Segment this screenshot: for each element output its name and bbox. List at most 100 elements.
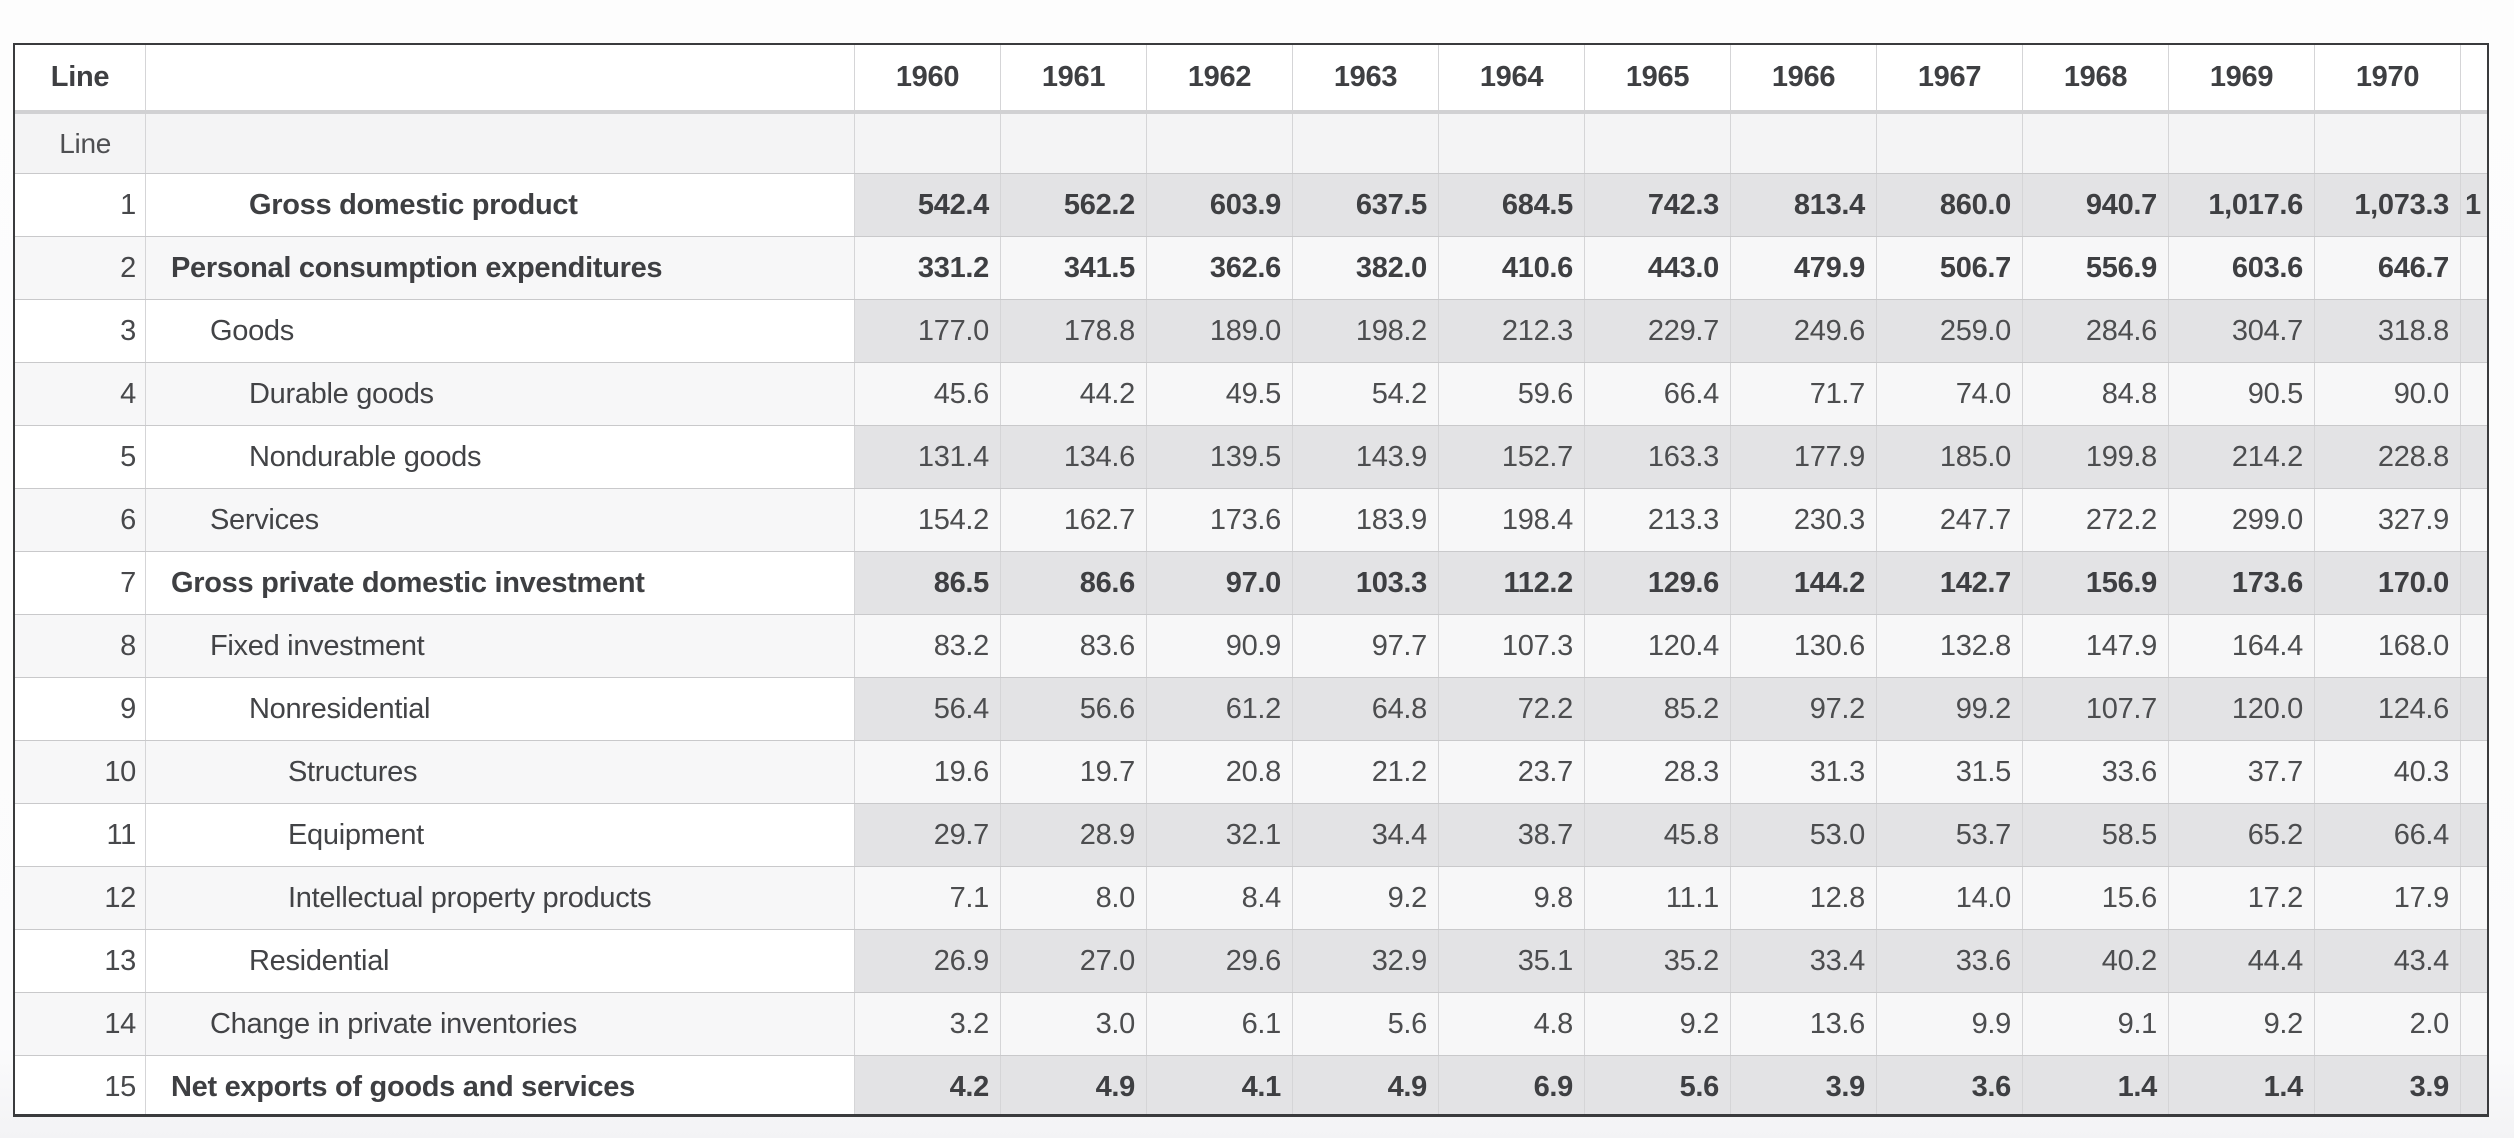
value-cell: 162.7 xyxy=(1001,489,1147,551)
table-row: 7 Gross private domestic investment 86.5 86… xyxy=(15,552,2487,615)
value-cell: 107.7 xyxy=(2023,678,2169,740)
clipped-value-cell xyxy=(2461,552,2487,614)
value-cell: 29.6 xyxy=(1147,930,1293,992)
value-cell: 83.2 xyxy=(855,615,1001,677)
table-row: 5 Nondurable goods 131.4 134.6 139.5 143.9 152… xyxy=(15,426,2487,489)
value-cell: 139.5 xyxy=(1147,426,1293,488)
value-cell: 66.4 xyxy=(2315,804,2461,866)
table-row: 3 Goods 177.0 178.8 189.0 198.2 212.3 229.7 249.… xyxy=(15,300,2487,363)
value-cell: 742.3 xyxy=(1585,174,1731,236)
subheader-year-cell xyxy=(855,114,1001,173)
table-row: 2 Personal consumption expenditures 331.2 3… xyxy=(15,237,2487,300)
table-row: 15 Net exports of goods and services 4.2 4.… xyxy=(15,1056,2487,1114)
value-cell: 9.2 xyxy=(2169,993,2315,1055)
line-number-cell: 13 xyxy=(15,930,146,992)
column-header-clipped xyxy=(2461,45,2487,110)
value-cell: 272.2 xyxy=(2023,489,2169,551)
value-cell: 97.0 xyxy=(1147,552,1293,614)
value-cell: 33.6 xyxy=(2023,741,2169,803)
value-cell: 74.0 xyxy=(1877,363,2023,425)
value-cell: 4.9 xyxy=(1001,1056,1147,1114)
value-cell: 164.4 xyxy=(2169,615,2315,677)
clipped-value-cell xyxy=(2461,489,2487,551)
table-row: 4 Durable goods 45.6 44.2 49.5 54.2 59.6 66.4 71… xyxy=(15,363,2487,426)
value-cell: 32.1 xyxy=(1147,804,1293,866)
value-cell: 27.0 xyxy=(1001,930,1147,992)
value-cell: 40.3 xyxy=(2315,741,2461,803)
row-label-cell: Nonresidential xyxy=(146,678,855,740)
table-row: 12 Intellectual property products 7.1 8.0 8.… xyxy=(15,867,2487,930)
clipped-value-cell xyxy=(2461,678,2487,740)
value-cell: 86.5 xyxy=(855,552,1001,614)
table-row: 6 Services 154.2 162.7 173.6 183.9 198.4 213.3 2… xyxy=(15,489,2487,552)
subheader-year-cell xyxy=(2169,114,2315,173)
value-cell: 83.6 xyxy=(1001,615,1147,677)
subheader-year-cell xyxy=(1439,114,1585,173)
row-label-cell: Gross domestic product xyxy=(146,174,855,236)
value-cell: 8.0 xyxy=(1001,867,1147,929)
row-label-cell: Net exports of goods and services xyxy=(146,1056,855,1114)
value-cell: 17.2 xyxy=(2169,867,2315,929)
value-cell: 26.9 xyxy=(855,930,1001,992)
value-cell: 362.6 xyxy=(1147,237,1293,299)
value-cell: 1,073.3 xyxy=(2315,174,2461,236)
value-cell: 90.9 xyxy=(1147,615,1293,677)
row-label-cell: Goods xyxy=(146,300,855,362)
line-number-cell: 11 xyxy=(15,804,146,866)
value-cell: 5.6 xyxy=(1293,993,1439,1055)
row-label-cell: Nondurable goods xyxy=(146,426,855,488)
value-cell: 124.6 xyxy=(2315,678,2461,740)
value-cell: 3.2 xyxy=(855,993,1001,1055)
value-cell: 29.7 xyxy=(855,804,1001,866)
value-cell: 14.0 xyxy=(1877,867,2023,929)
clipped-value-cell xyxy=(2461,1056,2487,1114)
value-cell: 189.0 xyxy=(1147,300,1293,362)
value-cell: 284.6 xyxy=(2023,300,2169,362)
value-cell: 2.0 xyxy=(2315,993,2461,1055)
clipped-value-cell xyxy=(2461,867,2487,929)
value-cell: 99.2 xyxy=(1877,678,2023,740)
value-cell: 443.0 xyxy=(1585,237,1731,299)
value-cell: 3.9 xyxy=(1731,1056,1877,1114)
value-cell: 173.6 xyxy=(2169,552,2315,614)
line-number-cell: 8 xyxy=(15,615,146,677)
value-cell: 4.8 xyxy=(1439,993,1585,1055)
row-label-cell: Intellectual property products xyxy=(146,867,855,929)
value-cell: 9.1 xyxy=(2023,993,2169,1055)
value-cell: 23.7 xyxy=(1439,741,1585,803)
value-cell: 97.2 xyxy=(1731,678,1877,740)
value-cell: 19.6 xyxy=(855,741,1001,803)
value-cell: 85.2 xyxy=(1585,678,1731,740)
value-cell: 6.1 xyxy=(1147,993,1293,1055)
table-subheader-row: Line xyxy=(15,114,2487,174)
value-cell: 382.0 xyxy=(1293,237,1439,299)
clipped-value-cell xyxy=(2461,363,2487,425)
value-cell: 86.6 xyxy=(1001,552,1147,614)
value-cell: 45.8 xyxy=(1585,804,1731,866)
column-header-year: 1965 xyxy=(1585,45,1731,110)
value-cell: 71.7 xyxy=(1731,363,1877,425)
value-cell: 198.4 xyxy=(1439,489,1585,551)
clipped-value-cell xyxy=(2461,237,2487,299)
value-cell: 341.5 xyxy=(1001,237,1147,299)
gdp-data-table[interactable]: Line 1960 1961 1962 1963 1964 1965 1966 1967 1968… xyxy=(13,43,2489,1117)
value-cell: 132.8 xyxy=(1877,615,2023,677)
value-cell: 34.4 xyxy=(1293,804,1439,866)
value-cell: 15.6 xyxy=(2023,867,2169,929)
value-cell: 66.4 xyxy=(1585,363,1731,425)
table-row: 11 Equipment 29.7 28.9 32.1 34.4 38.7 45.8 53.0 5… xyxy=(15,804,2487,867)
value-cell: 13.6 xyxy=(1731,993,1877,1055)
value-cell: 103.3 xyxy=(1293,552,1439,614)
value-cell: 4.1 xyxy=(1147,1056,1293,1114)
value-cell: 506.7 xyxy=(1877,237,2023,299)
subheader-year-cell xyxy=(1585,114,1731,173)
value-cell: 28.9 xyxy=(1001,804,1147,866)
value-cell: 17.9 xyxy=(2315,867,2461,929)
value-cell: 5.6 xyxy=(1585,1056,1731,1114)
line-number-cell: 9 xyxy=(15,678,146,740)
table-row: 1 Gross domestic product 542.4 562.2 603.9 63… xyxy=(15,174,2487,237)
row-label-cell: Structures xyxy=(146,741,855,803)
value-cell: 331.2 xyxy=(855,237,1001,299)
value-cell: 61.2 xyxy=(1147,678,1293,740)
value-cell: 142.7 xyxy=(1877,552,2023,614)
